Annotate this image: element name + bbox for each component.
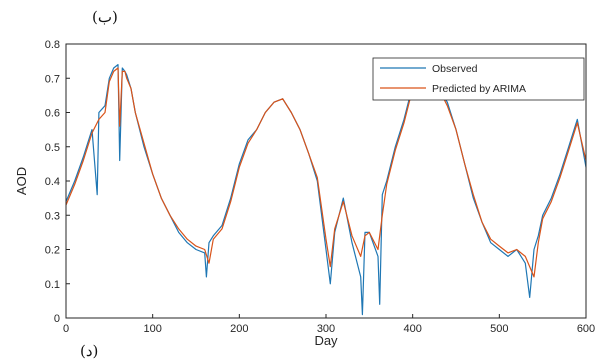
x-axis-title: Day — [314, 333, 338, 348]
x-tick-label: 200 — [230, 323, 248, 335]
y-tick-label: 0.1 — [45, 279, 60, 291]
x-tick-label: 400 — [403, 323, 421, 335]
y-tick-label: 0.4 — [45, 176, 60, 188]
y-tick-label: 0.5 — [45, 142, 60, 154]
y-tick-label: 0 — [54, 313, 60, 325]
y-tick-label: 0.8 — [45, 39, 60, 51]
y-tick-label: 0.7 — [45, 73, 60, 85]
x-tick-label: 600 — [577, 323, 595, 335]
series-layer — [65, 63, 587, 316]
y-tick-label: 0.3 — [45, 210, 60, 222]
x-tick-label: 100 — [143, 323, 161, 335]
y-tick-label: 0.2 — [45, 245, 60, 257]
panel-label-top: (ب) — [92, 8, 118, 26]
x-tick-label: 500 — [490, 323, 508, 335]
y-axis-ticks: 0 0.1 0.2 0.3 0.4 0.5 0.6 0.7 0.8 — [45, 39, 70, 325]
legend: Observed Predicted by ARIMA — [372, 57, 585, 101]
panel-label-bottom: (د) — [80, 342, 98, 360]
legend-label-observed: Observed — [432, 63, 478, 75]
x-tick-label: 0 — [63, 323, 69, 335]
x-tick-label: 300 — [317, 323, 335, 335]
x-axis-ticks: 0 100 200 300 400 500 600 — [63, 314, 595, 335]
series-line-predicted — [65, 67, 587, 278]
legend-box — [372, 57, 585, 101]
y-tick-label: 0.6 — [45, 108, 60, 120]
legend-label-predicted: Predicted by ARIMA — [432, 83, 526, 95]
y-axis-title: AOD — [14, 167, 29, 195]
